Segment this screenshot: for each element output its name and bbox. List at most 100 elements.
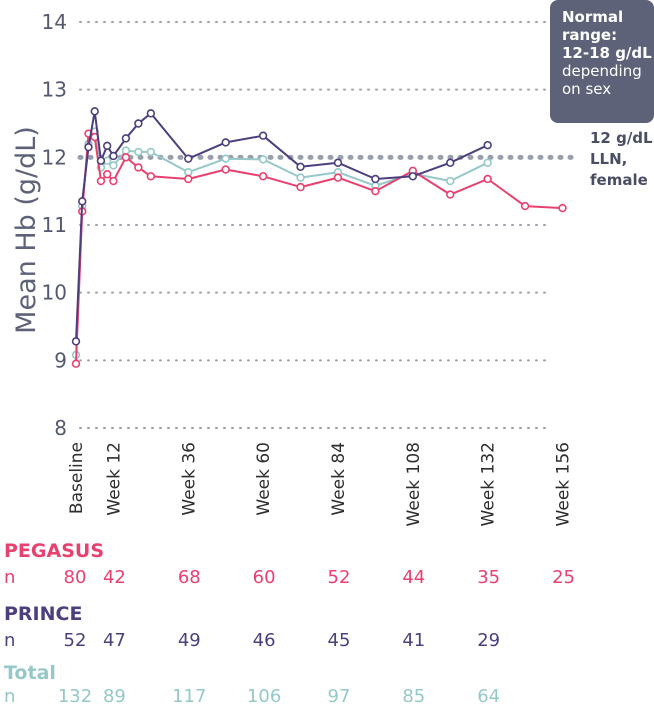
point-total-6: [109, 161, 118, 170]
n-value: 97: [327, 686, 351, 707]
y-tick-10: 10: [42, 281, 67, 305]
group-label-pegasus: PEGASUS: [4, 540, 105, 562]
point-total-13: [296, 173, 305, 182]
point-total-18: [483, 158, 492, 167]
n-value: 117: [172, 686, 207, 707]
point-prince-16: [408, 172, 418, 181]
note-line-1: Normal: [562, 8, 624, 26]
lln-line-3: female: [590, 171, 648, 189]
n-value: 89: [102, 686, 126, 707]
series-lines: [71, 107, 567, 368]
n-row-total: n 132 89 117 106 97 85 64: [0, 686, 654, 710]
n-value: 80: [63, 567, 87, 588]
n-row-prince: n 52 47 49 46 45 41 29: [0, 630, 654, 654]
point-prince-1: [78, 197, 87, 206]
note-line-4: depending: [562, 62, 642, 80]
point-prince-0: [71, 337, 81, 346]
point-pegasus-15: [371, 186, 380, 196]
n-value: 45: [327, 630, 351, 651]
n-value: 85: [402, 686, 426, 707]
point-pegasus-17: [446, 190, 455, 199]
n-value: 41: [402, 630, 426, 651]
point-pegasus-7: [121, 153, 131, 162]
point-prince-5: [102, 141, 112, 151]
point-pegasus-19: [520, 201, 530, 211]
point-pegasus-12: [258, 172, 268, 181]
point-total-17: [446, 176, 455, 186]
lln-line-1: 12 g/dL: [590, 129, 653, 147]
n-row-pegasus: n 80 42 68 60 52 44 35 25: [0, 567, 654, 591]
n-value: 46: [252, 630, 276, 651]
n-value: 29: [477, 630, 501, 651]
point-total-8: [134, 147, 143, 157]
x-tick-7: Week 156: [554, 442, 574, 526]
series-line-pegasus: [75, 132, 563, 364]
y-tick-9: 9: [54, 348, 67, 372]
point-total-9: [146, 147, 156, 157]
point-prince-2: [84, 142, 93, 152]
n-value: 35: [477, 567, 501, 588]
point-pegasus-8: [134, 163, 143, 172]
point-prince-10: [184, 154, 193, 163]
point-pegasus-6: [109, 176, 118, 186]
n-value: 44: [402, 567, 426, 588]
lln-line-2: LLN,: [590, 150, 628, 168]
point-pegasus-0: [71, 359, 81, 368]
y-tick-8: 8: [54, 416, 67, 440]
point-prince-14: [333, 158, 343, 167]
y-tick-labels: 8 9 10 11 12 13 14: [42, 10, 67, 440]
point-total-12: [258, 155, 268, 164]
n-value: 106: [246, 686, 282, 707]
x-tick-2: Week 36: [179, 442, 199, 516]
group-label-total: Total: [4, 662, 56, 684]
point-prince-9: [146, 109, 156, 118]
point-prince-15: [371, 174, 380, 184]
note-line-5: on sex: [562, 80, 612, 98]
point-pegasus-10: [184, 174, 193, 184]
note-line-3: 12-18 g/dL: [562, 44, 652, 62]
point-prince-12: [258, 131, 268, 140]
point-pegasus-18: [483, 174, 492, 184]
y-tick-13: 13: [42, 78, 67, 102]
point-total-10: [184, 168, 193, 177]
point-pegasus-14: [333, 173, 343, 182]
n-value: 64: [477, 686, 501, 707]
point-pegasus-11: [221, 165, 230, 174]
n-label: n: [4, 567, 16, 588]
n-value: 42: [102, 567, 126, 588]
x-tick-4: Week 84: [329, 442, 349, 516]
point-prince-6: [109, 151, 118, 161]
x-tick-5: Week 108: [404, 442, 424, 526]
y-tick-14: 14: [42, 10, 67, 34]
x-tick-0: Baseline: [67, 442, 87, 514]
point-total-11: [221, 154, 230, 163]
y-tick-12: 12: [42, 145, 67, 169]
x-tick-3: Week 60: [254, 442, 274, 516]
point-pegasus-9: [146, 172, 156, 181]
n-label: n: [4, 630, 16, 651]
n-value: 132: [57, 686, 93, 707]
hb-line-chart: 8 9 10 11 12 13 14 Mean Hb (g/dL) Baseline Week…: [11, 10, 583, 526]
n-value: 52: [327, 567, 351, 588]
point-prince-4: [96, 156, 106, 165]
y-tick-11: 11: [42, 213, 67, 237]
point-prince-7: [121, 134, 131, 143]
point-pegasus-5: [102, 170, 112, 179]
n-value: 49: [177, 630, 201, 651]
y-axis-label: Mean Hb (g/dL): [11, 126, 42, 334]
point-pegasus-13: [296, 182, 305, 192]
n-value: 68: [177, 567, 201, 588]
point-pegasus-4: [96, 176, 106, 186]
point-prince-11: [221, 138, 230, 147]
point-prince-8: [134, 119, 143, 128]
x-tick-6: Week 132: [479, 442, 499, 526]
point-prince-3: [90, 107, 99, 116]
n-value: 60: [252, 567, 276, 588]
group-label-prince: PRINCE: [4, 603, 83, 625]
note-line-2: range:: [562, 26, 618, 44]
gridlines: [77, 21, 583, 429]
n-label: n: [4, 686, 16, 707]
point-prince-18: [483, 140, 492, 150]
lln-annotation: 12 g/dL LLN, female: [590, 128, 653, 191]
normal-range-note: Normal range: 12-18 g/dL depending on se…: [550, 0, 654, 123]
